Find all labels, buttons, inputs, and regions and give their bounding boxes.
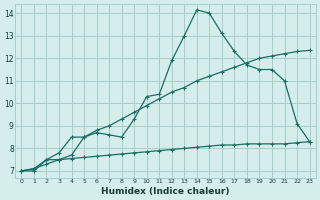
X-axis label: Humidex (Indice chaleur): Humidex (Indice chaleur): [101, 187, 230, 196]
